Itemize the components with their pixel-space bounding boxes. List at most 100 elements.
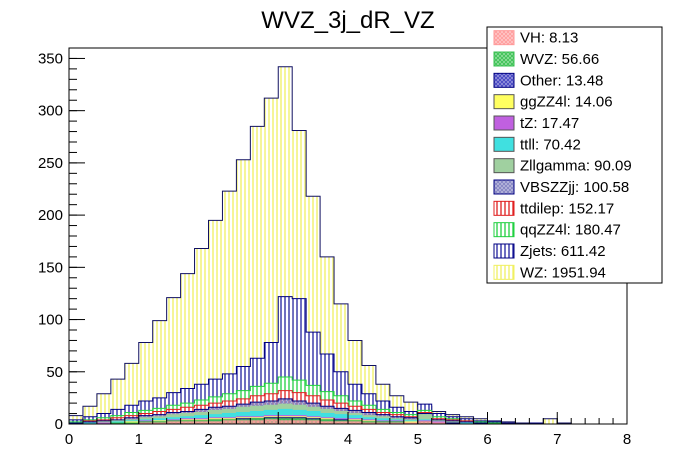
x-tick-label: 7	[553, 431, 561, 448]
legend-label: tZ: 17.47	[520, 115, 579, 132]
histogram-bar	[445, 422, 460, 424]
y-tick-label: 50	[46, 364, 63, 381]
chart-title: WVZ_3j_dR_VZ	[261, 7, 434, 34]
histogram-bar	[403, 422, 418, 424]
legend-label: ttdilep: 152.17	[520, 200, 614, 217]
legend-entry: ggZZ4l: 14.06	[493, 94, 613, 111]
histogram-bar	[375, 422, 390, 424]
histogram-bar	[529, 422, 544, 424]
histogram-bar	[194, 421, 209, 424]
legend-label: qqZZ4l: 180.47	[520, 222, 621, 239]
legend-entry: VH: 8.13	[493, 30, 578, 47]
histogram-bar	[431, 422, 446, 424]
legend-label: VBSZZjj: 100.58	[520, 179, 629, 196]
legend-swatch	[493, 264, 515, 280]
legend-entry: Zjets: 611.42	[493, 243, 606, 260]
legend-swatch	[493, 222, 515, 238]
histogram-bar	[361, 422, 376, 424]
histogram-bar	[348, 421, 362, 424]
series-wz	[68, 66, 627, 425]
legend-entry: ttll: 70.42	[493, 136, 581, 153]
histogram-bar	[320, 421, 335, 424]
legend-label: WVZ: 56.66	[520, 51, 599, 68]
legend-label: Zllgamma: 90.09	[520, 158, 632, 175]
histogram-bar	[417, 421, 432, 424]
y-tick-label: 300	[38, 103, 63, 120]
histogram-bar	[557, 422, 572, 424]
histogram-bar	[222, 191, 237, 424]
legend-swatch	[493, 72, 515, 88]
histogram-bar	[236, 420, 251, 424]
legend-swatch	[493, 51, 515, 67]
histogram-bar	[250, 126, 265, 424]
legend-swatch	[493, 179, 515, 195]
histogram-bar	[487, 422, 502, 424]
histogram-bar	[69, 422, 83, 424]
histogram-bar	[110, 422, 125, 424]
histogram-bar	[264, 419, 279, 424]
histogram-bar	[96, 422, 111, 424]
histogram-bar	[417, 414, 432, 424]
x-tick-label: 1	[135, 431, 143, 448]
legend-swatch	[493, 30, 515, 46]
histogram-bar	[389, 422, 404, 424]
legend-label: WZ: 1951.94	[520, 264, 606, 281]
x-tick-label: 5	[414, 431, 422, 448]
histogram-bar	[180, 273, 195, 424]
x-tick-label: 2	[204, 431, 212, 448]
legend-entry: tZ: 17.47	[493, 115, 579, 132]
y-tick-label: 200	[38, 207, 63, 224]
legend-entry: Zllgamma: 90.09	[493, 158, 632, 175]
y-tick-label: 100	[38, 312, 63, 329]
histogram-bar	[306, 420, 321, 424]
y-tick-label: 350	[38, 50, 63, 67]
histogram-bar	[124, 422, 139, 424]
legend-swatch	[493, 158, 515, 174]
histogram-bar	[292, 420, 307, 424]
y-tick-label: 0	[55, 416, 63, 433]
legend-swatch	[493, 94, 515, 110]
legend-label: ttll: 70.42	[520, 136, 581, 153]
legend-entry: Other: 13.48	[493, 72, 603, 89]
histogram-bar	[194, 248, 209, 424]
histogram-bar	[222, 420, 237, 424]
histogram-bar	[250, 420, 265, 424]
x-tick-label: 8	[623, 431, 631, 448]
histogram-bar	[278, 420, 293, 424]
axes: 0 1 2 3 4 5 6 7 8 0 50 100 150 200 250 300 350	[38, 47, 631, 448]
legend-label: VH: 8.13	[520, 30, 578, 47]
legend-entry: ttdilep: 152.17	[493, 200, 614, 217]
histogram-bar	[543, 418, 558, 424]
y-tick-label: 150	[38, 259, 63, 276]
histogram-bar	[138, 422, 153, 424]
x-tick-label: 6	[483, 431, 491, 448]
legend-entry: VBSZZjj: 100.58	[493, 179, 629, 196]
histogram-bar	[180, 421, 195, 424]
histogram-bar	[459, 422, 474, 424]
legend-swatch	[493, 115, 515, 131]
legend-entry: WVZ: 56.66	[493, 51, 599, 68]
legend-entry: WZ: 1951.94	[493, 264, 606, 281]
histogram-bar	[152, 422, 167, 424]
series-outline	[68, 66, 627, 425]
histogram-bar	[208, 220, 223, 424]
series-outline	[68, 398, 627, 425]
legend-entry: qqZZ4l: 180.47	[493, 222, 621, 239]
histogram-bar	[236, 159, 251, 424]
legend-label: ggZZ4l: 14.06	[520, 94, 613, 111]
histogram-bar	[473, 422, 488, 424]
legend-swatch	[493, 136, 515, 152]
histogram-bar	[208, 421, 223, 424]
histogram-bar	[334, 421, 348, 424]
histogram-bar	[515, 422, 530, 424]
legend-swatch	[493, 200, 515, 216]
legend: VH: 8.13 WVZ: 56.66 Other: 13.48 ggZZ4l: 14…	[486, 26, 663, 284]
legend-box	[486, 26, 663, 284]
histogram-bar	[501, 422, 516, 424]
legend-swatch	[493, 243, 515, 259]
x-tick-label: 3	[274, 431, 282, 448]
x-tick-label: 0	[65, 431, 73, 448]
x-tick-label: 4	[344, 431, 352, 448]
histogram-bar	[82, 422, 97, 424]
